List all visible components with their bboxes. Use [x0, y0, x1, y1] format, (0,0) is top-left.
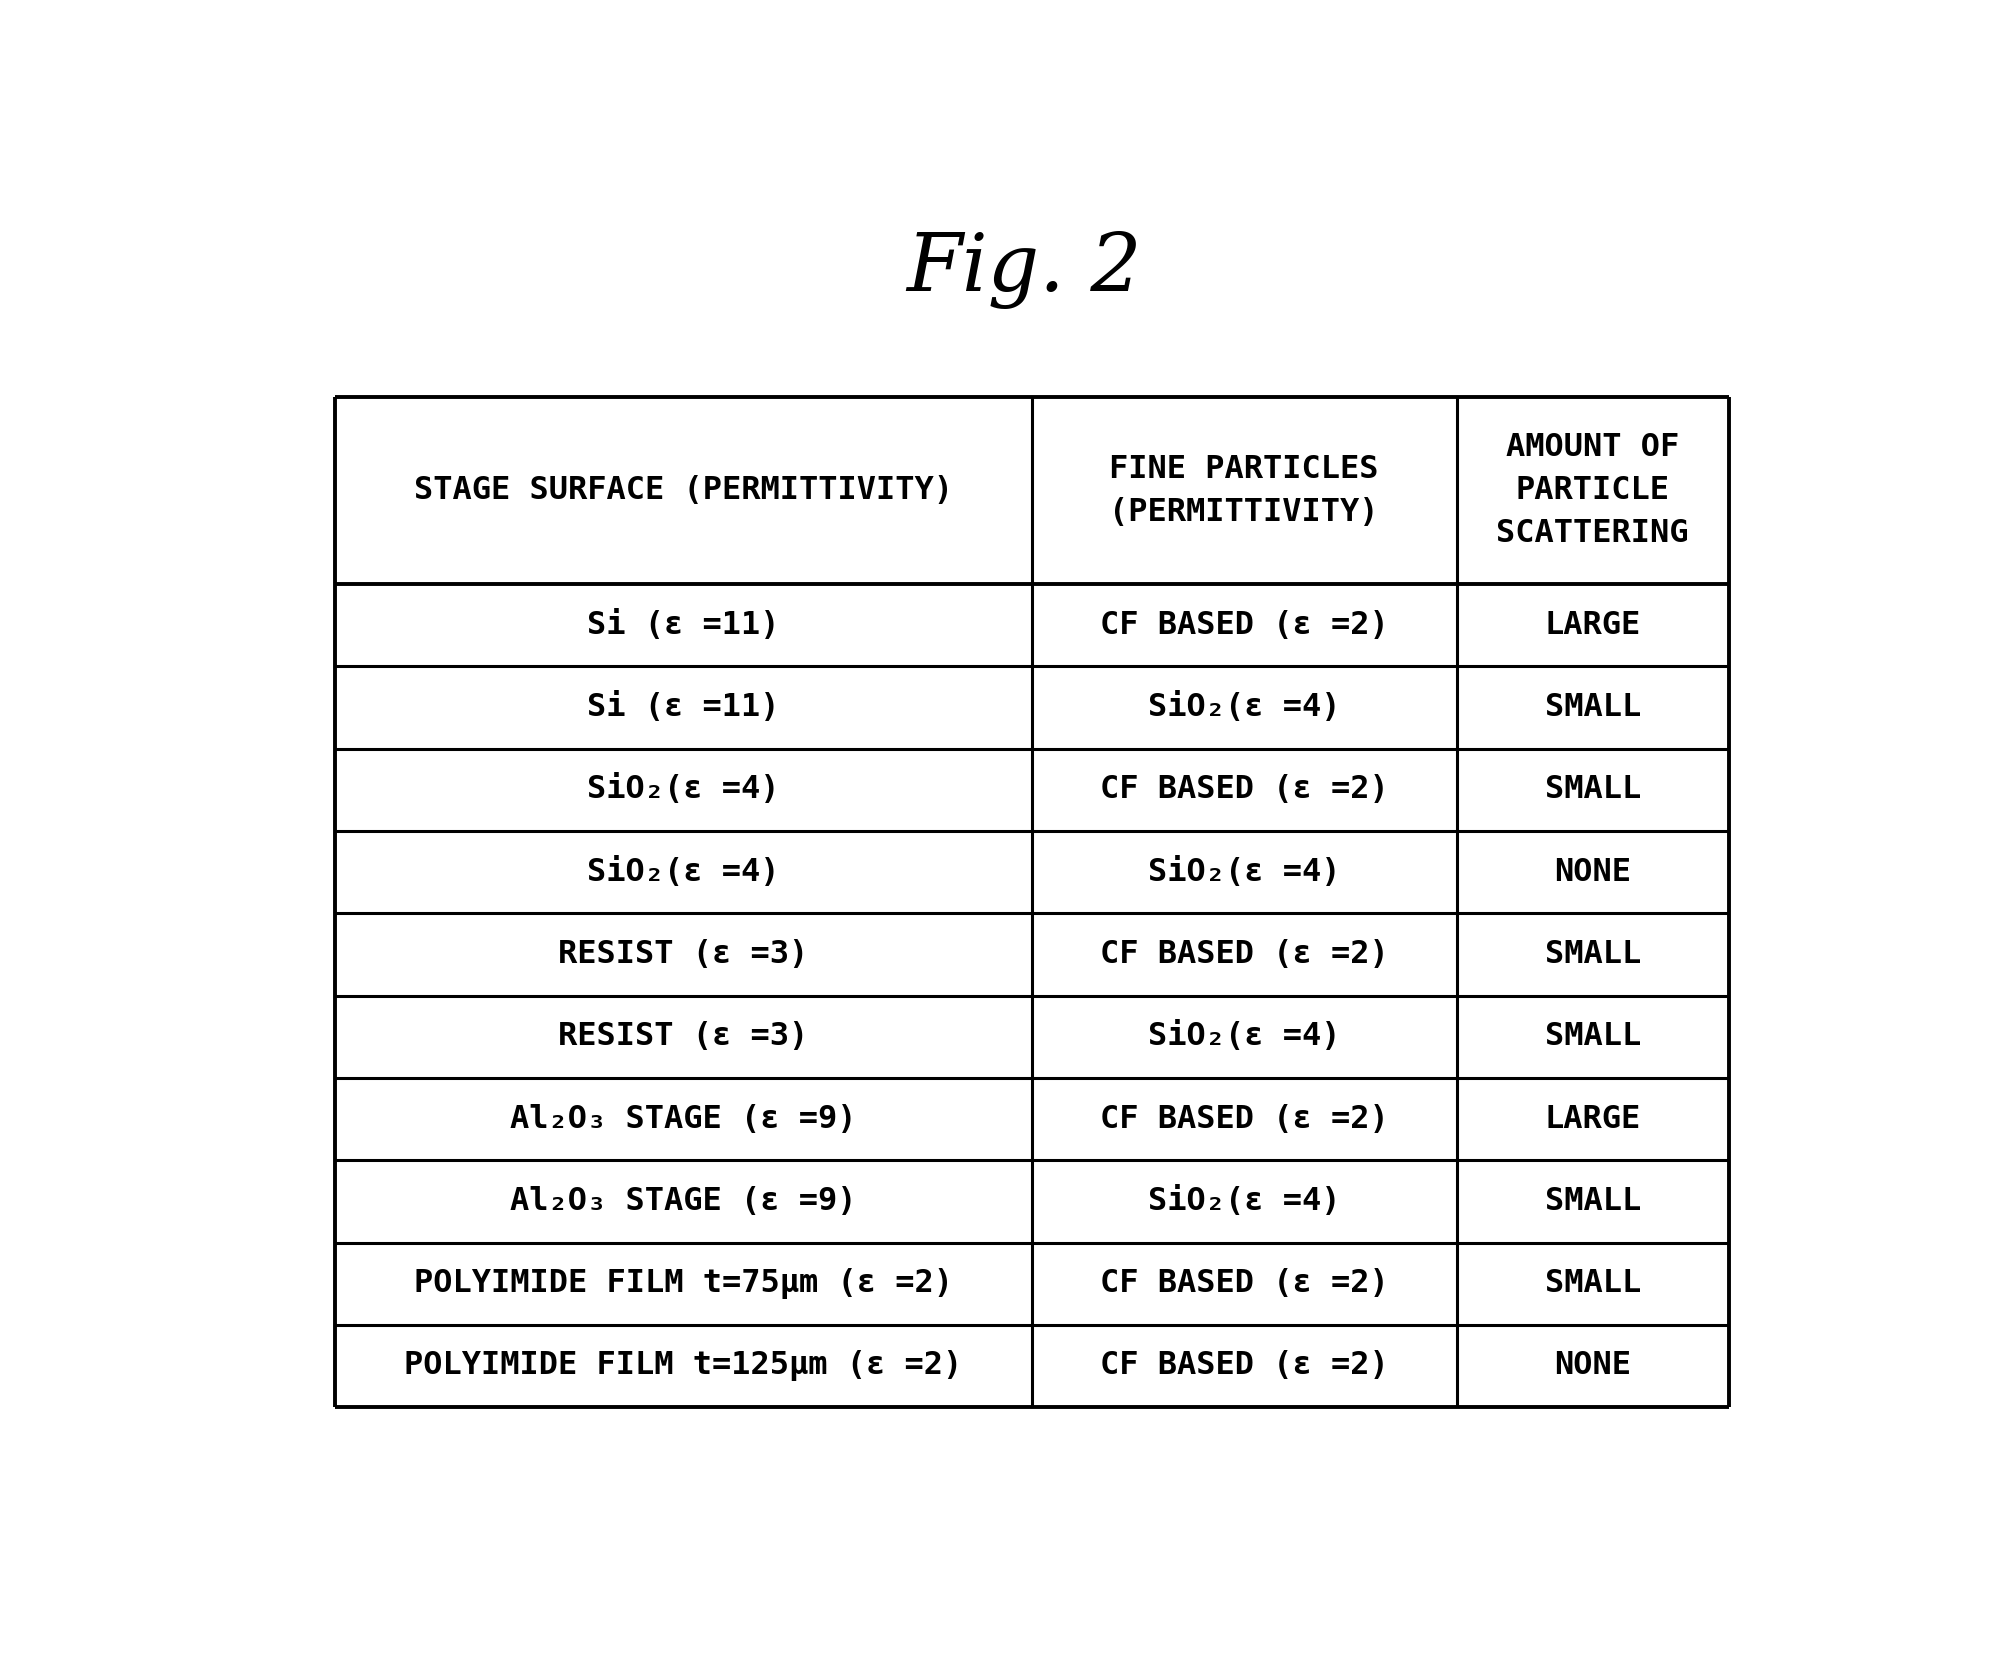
Text: CF BASED (ε =2): CF BASED (ε =2) — [1099, 609, 1389, 641]
Text: RESIST (ε =3): RESIST (ε =3) — [557, 1021, 809, 1052]
Text: SiO₂(ε =4): SiO₂(ε =4) — [1149, 857, 1341, 888]
Text: SiO₂(ε =4): SiO₂(ε =4) — [1149, 692, 1341, 724]
Text: NONE: NONE — [1554, 857, 1630, 888]
Text: CF BASED (ε =2): CF BASED (ε =2) — [1099, 1104, 1389, 1134]
Text: SiO₂(ε =4): SiO₂(ε =4) — [1149, 1021, 1341, 1052]
Text: SMALL: SMALL — [1544, 1185, 1640, 1217]
Text: CF BASED (ε =2): CF BASED (ε =2) — [1099, 940, 1389, 969]
Text: Si (ε =11): Si (ε =11) — [587, 609, 779, 641]
Text: SMALL: SMALL — [1544, 1021, 1640, 1052]
Text: LARGE: LARGE — [1544, 1104, 1640, 1134]
Text: SMALL: SMALL — [1544, 774, 1640, 805]
Text: CF BASED (ε =2): CF BASED (ε =2) — [1099, 774, 1389, 805]
Text: CF BASED (ε =2): CF BASED (ε =2) — [1099, 1268, 1389, 1300]
Text: SMALL: SMALL — [1544, 1268, 1640, 1300]
Text: SiO₂(ε =4): SiO₂(ε =4) — [1149, 1185, 1341, 1217]
Text: FINE PARTICLES
(PERMITTIVITY): FINE PARTICLES (PERMITTIVITY) — [1109, 453, 1379, 528]
Text: STAGE SURFACE (PERMITTIVITY): STAGE SURFACE (PERMITTIVITY) — [414, 475, 953, 506]
Text: POLYIMIDE FILM t=125μm (ε =2): POLYIMIDE FILM t=125μm (ε =2) — [404, 1351, 963, 1381]
Text: Al₂O₃ STAGE (ε =9): Al₂O₃ STAGE (ε =9) — [509, 1104, 857, 1134]
Text: Fig. 2: Fig. 2 — [907, 231, 1141, 309]
Text: SMALL: SMALL — [1544, 692, 1640, 724]
Text: RESIST (ε =3): RESIST (ε =3) — [557, 940, 809, 969]
Text: CF BASED (ε =2): CF BASED (ε =2) — [1099, 1351, 1389, 1381]
Text: SiO₂(ε =4): SiO₂(ε =4) — [587, 857, 779, 888]
Text: POLYIMIDE FILM t=75μm (ε =2): POLYIMIDE FILM t=75μm (ε =2) — [414, 1268, 953, 1300]
Text: Si (ε =11): Si (ε =11) — [587, 692, 779, 724]
Text: AMOUNT OF
PARTICLE
SCATTERING: AMOUNT OF PARTICLE SCATTERING — [1497, 432, 1688, 549]
Text: SiO₂(ε =4): SiO₂(ε =4) — [587, 774, 779, 805]
Text: SMALL: SMALL — [1544, 940, 1640, 969]
Text: LARGE: LARGE — [1544, 609, 1640, 641]
Text: Al₂O₃ STAGE (ε =9): Al₂O₃ STAGE (ε =9) — [509, 1185, 857, 1217]
Text: NONE: NONE — [1554, 1351, 1630, 1381]
